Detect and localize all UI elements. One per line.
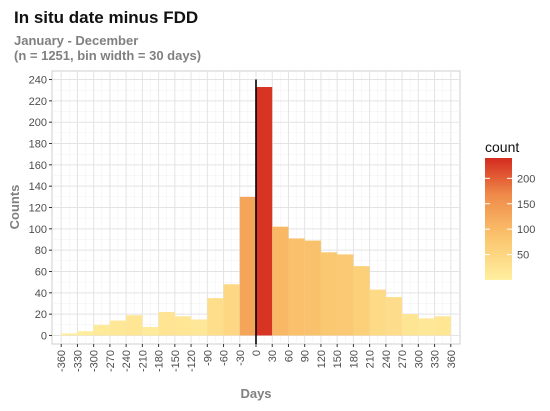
x-tick-label: 180 [348, 350, 360, 368]
histogram-bar [353, 266, 370, 336]
x-tick-label: 150 [332, 350, 344, 368]
x-tick-label: 300 [413, 350, 425, 368]
x-tick-label: -120 [186, 350, 198, 372]
histogram-bar [109, 320, 127, 336]
chart-title: In situ date minus FDD [14, 8, 199, 27]
x-axis-title: Days [240, 386, 271, 401]
x-tick-label: 210 [365, 350, 377, 368]
histogram-bar [207, 298, 224, 336]
y-tick-label: 20 [35, 309, 47, 321]
legend-tick-label: 200 [517, 173, 535, 185]
histogram-bar [61, 333, 78, 336]
y-tick-label: 0 [41, 330, 47, 342]
x-tick-label: -60 [219, 350, 231, 366]
x-tick-label: -210 [137, 350, 149, 372]
legend-tick-label: 100 [517, 224, 535, 236]
y-tick-labels: 0 20 40 60 80 100 120 140 160 180 200 220 240 [29, 75, 52, 342]
y-tick-label: 200 [29, 117, 47, 129]
histogram-bars [61, 86, 451, 336]
histogram-bar [304, 240, 321, 336]
histogram-bar [385, 297, 403, 336]
y-tick-label: 180 [29, 139, 47, 151]
histogram-bar [337, 254, 354, 336]
y-tick-label: 60 [35, 266, 47, 278]
histogram-bar [418, 318, 435, 336]
x-tick-label: 360 [446, 350, 458, 368]
y-tick-label: 120 [29, 203, 47, 215]
histogram-bar [77, 331, 94, 336]
legend: count 50 100 150 200 [485, 139, 535, 280]
legend-tick-label: 50 [517, 250, 529, 262]
x-tick-labels: -360 -330 -300 -270 -240 -210 -180 -150 -120 -90-… [56, 344, 458, 372]
x-tick-label: -150 [170, 350, 182, 372]
x-tick-label: 270 [397, 350, 409, 368]
legend-colorbar [485, 158, 512, 280]
y-tick-label: 160 [29, 160, 47, 172]
x-tick-label: -240 [121, 350, 133, 372]
histogram-bar [174, 316, 192, 336]
histogram-bar [288, 238, 305, 336]
y-axis-title: Counts [7, 185, 22, 230]
histogram-bar [191, 319, 208, 336]
histogram-bar [126, 315, 143, 336]
histogram-bar [142, 326, 159, 336]
x-tick-label: 330 [430, 350, 442, 368]
x-tick-label: 0 [251, 350, 263, 356]
chart-subtitle: January - December (n = 1251, bin width … [14, 33, 201, 63]
x-tick-label: 240 [381, 350, 393, 368]
histogram-bar [256, 86, 273, 336]
x-tick-label: -30 [235, 350, 247, 366]
subtitle-line-1: January - December [14, 33, 139, 48]
legend-tick-label: 150 [517, 199, 535, 211]
y-tick-label: 40 [35, 288, 47, 300]
histogram-bar [158, 312, 175, 336]
x-tick-label: -300 [89, 350, 101, 372]
x-tick-label: -90 [202, 350, 214, 366]
x-tick-label: -180 [154, 350, 166, 372]
legend-title: count [485, 139, 519, 155]
x-tick-label: 120 [316, 350, 328, 368]
y-tick-label: 80 [35, 245, 47, 257]
x-tick-label: -360 [56, 350, 68, 372]
histogram-bar [402, 314, 419, 336]
histogram-bar [320, 252, 338, 336]
histogram-bar [369, 289, 386, 336]
histogram-bar [434, 316, 451, 336]
y-tick-label: 220 [29, 96, 47, 108]
x-tick-label: -270 [105, 350, 117, 372]
subtitle-line-2: (n = 1251, bin width = 30 days) [14, 48, 202, 63]
histogram-bar [223, 284, 240, 336]
histogram-bar [239, 196, 256, 336]
x-tick-label: 30 [267, 350, 279, 362]
x-tick-label: 90 [300, 350, 312, 362]
y-tick-label: 140 [29, 181, 47, 193]
y-tick-label: 240 [29, 75, 47, 87]
x-tick-label: 60 [283, 350, 295, 362]
y-tick-label: 100 [29, 224, 47, 236]
histogram-bar [93, 324, 110, 336]
x-tick-label: -330 [72, 350, 84, 372]
histogram-bar [272, 226, 289, 336]
